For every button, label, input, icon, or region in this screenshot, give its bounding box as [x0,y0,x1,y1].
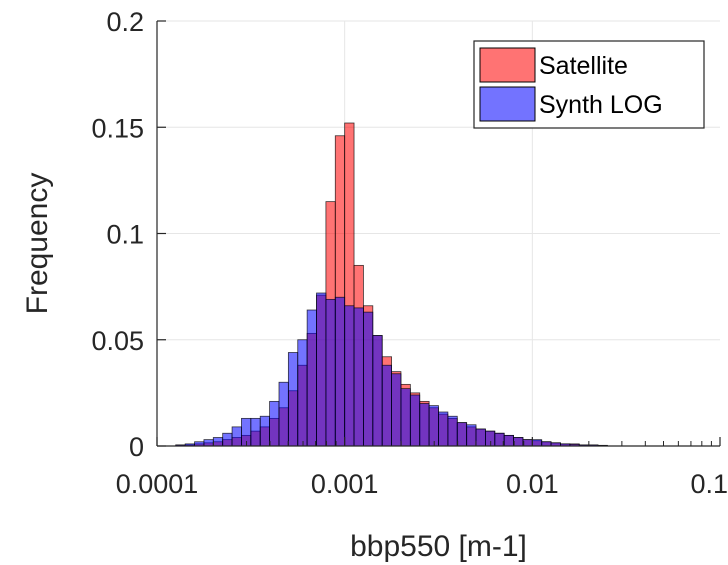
bar-synth-log [194,441,205,447]
x-tick-label: 0.1 [690,469,728,499]
x-tick-label: 0.01 [506,469,559,499]
x-axis-label: bbp550 [m-1] [350,530,527,563]
y-tick-label: 0 [129,432,144,462]
bar-synth-log [212,437,224,447]
bar-synth-log [485,430,496,447]
y-axis-ticks: 0 0.05 0.1 0.15 0.2 [91,7,166,462]
bar-synth-log [297,339,308,447]
y-tick-label: 0.1 [106,220,144,250]
bar-synth-log [503,434,514,447]
bar-synth-log [372,335,383,447]
bar-synth-log [400,388,411,447]
legend-label-synth-log: Synth LOG [539,91,663,119]
bar-synth-log [325,298,336,447]
bar-synth-log [316,292,327,447]
legend-swatch-satellite [479,47,536,83]
bar-synth-log [475,428,486,447]
bar-synth-log [250,417,261,447]
bar-synth-log [363,311,374,447]
bar-synth-log [344,305,355,447]
bar-synth-log [278,381,289,447]
bar-synth-log [381,364,392,447]
bar-synth-log [466,424,477,447]
bar-synth-log [513,437,524,447]
legend-swatch-synth-log [479,86,536,122]
bar-synth-log [222,432,233,447]
bar-synth-log [438,411,449,447]
bar-synth-log [269,400,280,447]
bar-synth-log [522,439,533,447]
bar-synth-log [531,439,543,447]
bar-synth-log [419,403,430,447]
bar-synth-log [231,426,242,447]
bar-synth-log [541,441,552,447]
bar-synth-log [306,309,317,447]
y-tick-label: 0.05 [91,326,144,356]
x-tick-label: 0.001 [311,469,379,499]
bar-synth-log [447,415,458,447]
bar-synth-log [334,296,346,447]
bar-synth-log [456,422,468,447]
histogram-bars [175,122,608,447]
x-tick-label: 0.0001 [116,469,199,499]
bar-synth-log [409,394,421,447]
x-axis-ticks: 0.0001 0.001 0.01 0.1 [116,437,728,499]
legend-label-satellite: Satellite [539,52,628,80]
bar-synth-log [203,439,214,447]
y-tick-label: 0.15 [91,113,144,143]
bar-synth-log [391,373,402,447]
bar-synth-log [353,307,364,447]
bar-synth-log [287,352,299,447]
y-tick-label: 0.2 [106,7,144,37]
bar-synth-log [428,405,439,447]
bar-synth-log [259,415,271,447]
legend: Satellite Synth LOG [473,40,705,129]
y-axis-label: Frequency [21,173,54,315]
